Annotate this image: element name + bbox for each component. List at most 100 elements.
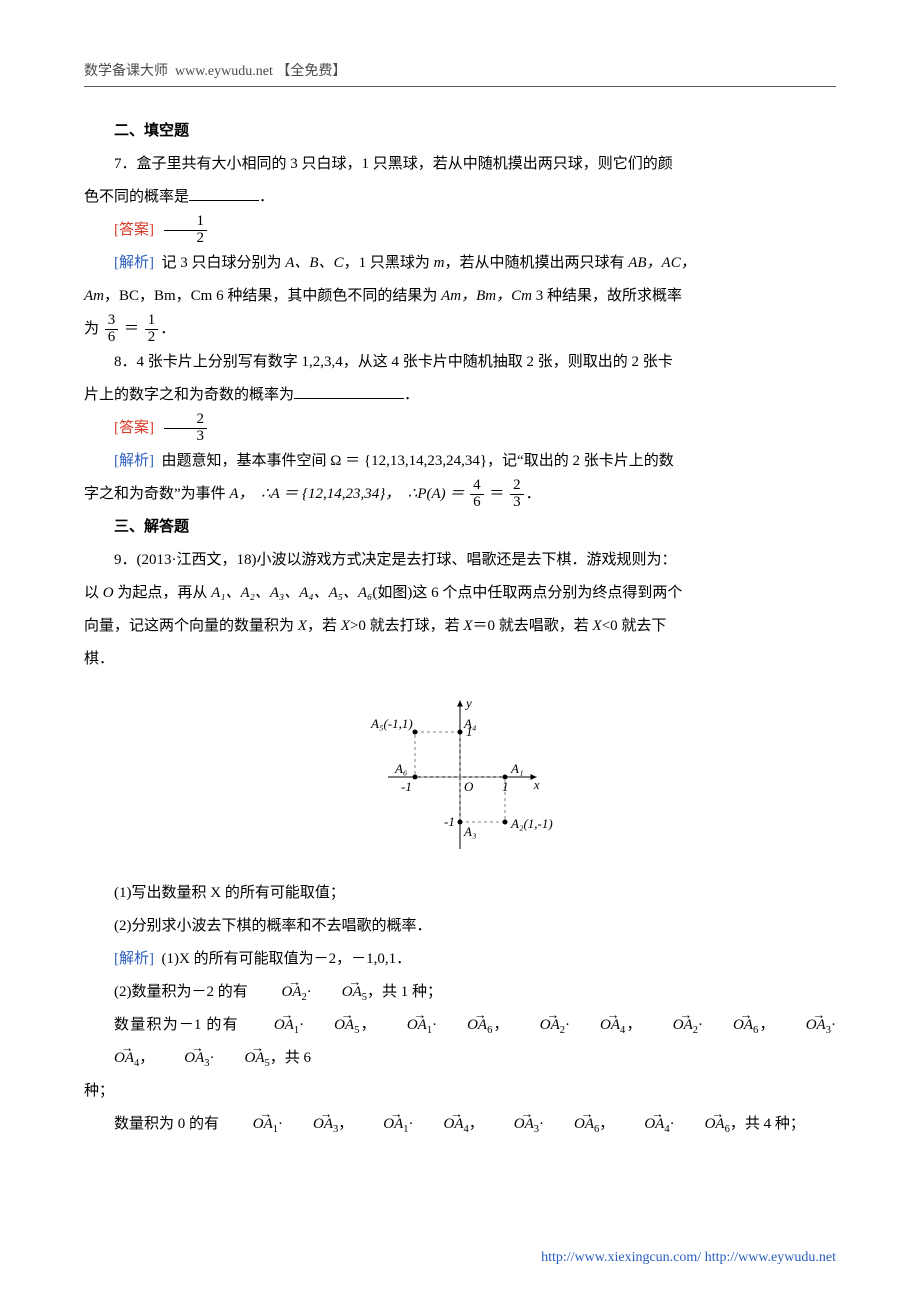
frac-den: 6 <box>470 495 484 511</box>
svg-text:1: 1 <box>502 779 509 794</box>
q7-line2: 色不同的概率是 <box>84 189 189 205</box>
vector: →OA6 <box>544 1108 599 1141</box>
vector: →OA6 <box>703 1009 758 1042</box>
q8-answer: [答案] 2 3 <box>84 412 836 445</box>
q8-end-dot: ． <box>526 486 541 502</box>
q9-text-4: 棋． <box>84 643 836 676</box>
t3: ，若从中随机摸出两只球有 <box>444 255 628 271</box>
q8-frac-2: 2 3 <box>510 478 524 511</box>
t2: 为起点，再从 <box>114 585 212 601</box>
site-brand: 数学备课大师 <box>84 64 168 79</box>
tb: 数量积为－1 的有 <box>114 1017 239 1033</box>
vector: →OA3 <box>154 1042 209 1075</box>
equals: ＝ <box>489 486 504 502</box>
header-divider <box>84 86 836 87</box>
answer-label: [答案] <box>114 222 154 238</box>
site-url: www.eywudu.net <box>175 64 273 79</box>
t8: <0 就去下 <box>602 618 667 634</box>
t4: ∴P(A) ＝ <box>408 486 468 502</box>
var-X1: X <box>298 618 307 634</box>
svg-text:A₁: A₁ <box>510 761 523 776</box>
frac-den: 6 <box>105 330 119 346</box>
frac-den: 3 <box>510 495 524 511</box>
t3: (如图)这 6 个点中任取两点分别为终点得到两个 <box>372 585 682 601</box>
q8-answer-frac: 2 3 <box>164 412 208 445</box>
t8: 3 种结果，故所求概率 <box>532 288 682 304</box>
var-X3: X <box>463 618 472 634</box>
blank-field <box>189 187 259 202</box>
tc-tail: ，共 4 种； <box>730 1116 805 1132</box>
vectors-0: →OA1·→OA3，→OA1·→OA4，→OA3·→OA6，→OA4·→OA6 <box>223 1116 730 1132</box>
svg-text:A₂(1,-1): A₂(1,-1) <box>510 816 553 831</box>
vector: →OA4 <box>84 1042 139 1075</box>
t9: 为 <box>84 321 99 337</box>
q9-text: 9．(2013·江西文，18)小波以游戏方式决定是去打球、唱歌还是去下棋．游戏规… <box>84 544 836 577</box>
frac-den: 3 <box>164 429 208 445</box>
q7-analysis-2: Am，BC，Bm，Cm 6 种结果，其中颜色不同的结果为 Am，Bm，Cm 3 … <box>84 280 836 313</box>
equals: ＝ <box>124 321 139 337</box>
svg-text:A₅(-1,1): A₅(-1,1) <box>370 716 413 731</box>
t1: 以 <box>84 585 103 601</box>
svg-text:-1: -1 <box>401 779 412 794</box>
q7-answer-frac: 1 2 <box>164 214 208 247</box>
vector: →OA6 <box>675 1108 730 1141</box>
q8-dot: ． <box>404 387 419 403</box>
frac-den: 2 <box>145 330 159 346</box>
t2: 字之和为奇数”为事件 <box>84 486 229 502</box>
var-X2: X <box>341 618 350 634</box>
ta-tail: ，共 1 种； <box>367 984 442 1000</box>
var-A: A， <box>229 486 253 502</box>
vector: →OA4 <box>614 1108 669 1141</box>
q7-analysis: [解析] 记 3 只白球分别为 A、B、C，1 只黑球为 m，若从中随机摸出两只… <box>84 247 836 280</box>
analysis-label: [解析] <box>114 951 154 967</box>
t7: ＝0 就去唱歌，若 <box>473 618 593 634</box>
footer-url-2: http://www.eywudu.net <box>705 1250 836 1265</box>
q8-text: 8．4 张卡片上分别写有数字 1,2,3,4，从这 4 张卡片中随机抽取 2 张… <box>84 346 836 379</box>
q8-line1: 8．4 张卡片上分别写有数字 1,2,3,4，从这 4 张卡片中随机抽取 2 张… <box>114 354 673 370</box>
svg-text:A₃: A₃ <box>463 824 476 839</box>
t6: >0 就去打球，若 <box>350 618 463 634</box>
q7-text-2: 色不同的概率是． <box>84 181 836 214</box>
list-abc: A、B、C <box>285 255 343 271</box>
figure-container: yxO1-11-1A₁A₂(1,-1)A₃A₄A₅(-1,1)A₆ <box>84 692 836 867</box>
q7-answer: [答案] 1 2 <box>84 214 836 247</box>
svg-text:-1: -1 <box>444 814 455 829</box>
frac-num: 3 <box>105 313 119 330</box>
section-2-title: 二、填空题 <box>84 115 836 148</box>
t5: Am <box>84 288 104 304</box>
t2: ，1 只黑球为 <box>344 255 434 271</box>
q8-frac-1: 4 6 <box>470 478 484 511</box>
vector: →OA1 <box>223 1108 278 1141</box>
page-header: 数学备课大师 www.eywudu.net 【全免费】 <box>84 60 836 80</box>
var-m: m <box>434 255 445 271</box>
vector: →OA4 <box>570 1009 625 1042</box>
frac-num: 1 <box>164 214 208 231</box>
q9-line-c: 数量积为 0 的有 →OA1·→OA3，→OA1·→OA4，→OA3·→OA6，… <box>84 1108 836 1141</box>
var-O: O <box>103 585 114 601</box>
q9-line-b: 数量积为－1 的有 →OA1·→OA5，→OA1·→OA6，→OA2·→OA4，… <box>84 1009 836 1075</box>
page-footer: http://www.xiexingcun.com/ http://www.ey… <box>541 1250 836 1266</box>
vector: →OA1 <box>377 1009 432 1042</box>
site-note: 【全免费】 <box>276 64 346 79</box>
tb-tail: ，共 6 <box>270 1050 311 1066</box>
t1: 由题意知，基本事件空间 Ω ＝ {12,13,14,23,24,34}，记“取出… <box>162 453 674 469</box>
svg-text:O: O <box>464 779 474 794</box>
section-3-title: 三、解答题 <box>84 511 836 544</box>
vector: →OA3 <box>776 1009 831 1042</box>
svg-text:x: x <box>533 777 540 792</box>
ta: (2)数量积为－2 的有 <box>114 984 248 1000</box>
q7-end-dot: ． <box>160 321 175 337</box>
q7-frac-2: 1 2 <box>145 313 159 346</box>
frac-num: 1 <box>145 313 159 330</box>
q9-sub2: (2)分别求小波去下棋的概率和不去唱歌的概率． <box>84 910 836 943</box>
q7-analysis-3: 为 3 6 ＝ 1 2 ． <box>84 313 836 346</box>
page: 数学备课大师 www.eywudu.net 【全免费】 二、填空题 7．盒子里共… <box>0 0 920 1302</box>
q8-text-2: 片上的数字之和为奇数的概率为． <box>84 379 836 412</box>
analysis-label: [解析] <box>114 255 154 271</box>
t6: ，BC，Bm，Cm 6 种结果，其中颜色不同的结果为 <box>104 288 441 304</box>
vector: →OA2 <box>643 1009 698 1042</box>
svg-text:A₄: A₄ <box>463 716 477 731</box>
t4: AB，AC， <box>628 255 696 271</box>
frac-num: 2 <box>164 412 208 429</box>
q9-text-3: 向量，记这两个向量的数量积为 X，若 X>0 就去打球，若 X＝0 就去唱歌，若… <box>84 610 836 643</box>
